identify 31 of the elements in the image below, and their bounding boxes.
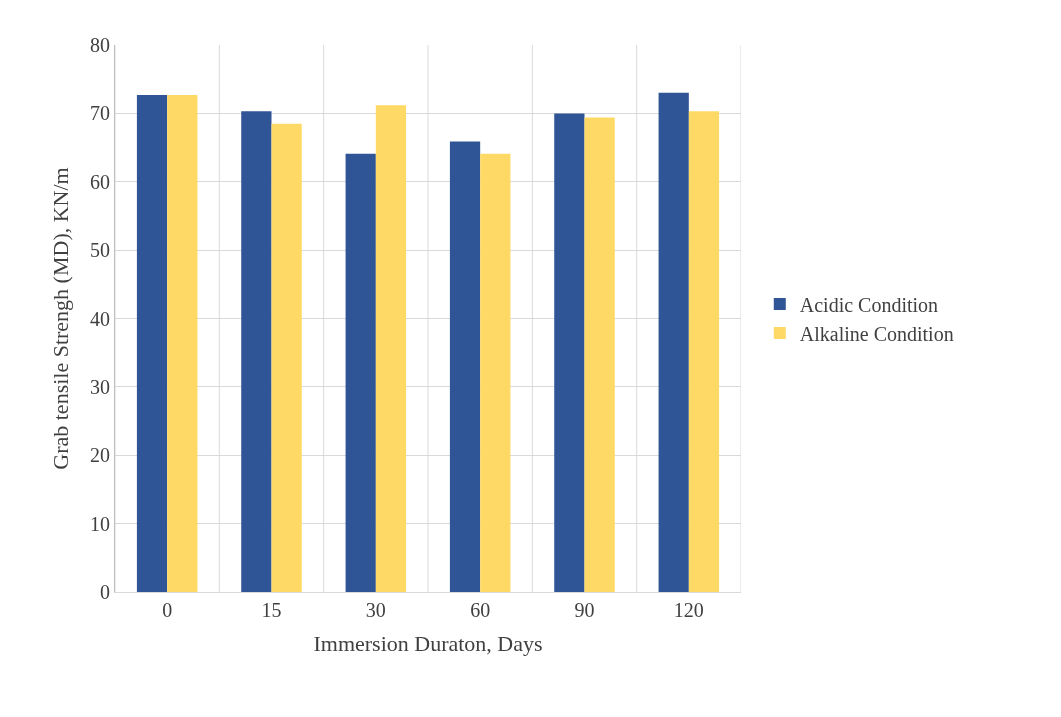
bar [136,94,168,592]
y-tick-label: 40 [90,307,110,330]
y-tick-label: 60 [90,170,110,193]
bar [375,105,407,592]
legend-label: Alkaline Condition [799,322,954,345]
bar [167,94,198,592]
bar [554,113,585,592]
x-tick-label: 15 [261,599,282,621]
y-tick-label: 30 [90,375,110,398]
y-tick-label: 20 [90,444,110,467]
y-tick-label: 0 [100,581,110,603]
y-axis-title: Grab tensile Strengh (MD), KN/m [47,167,73,470]
bar [449,141,481,592]
y-tick-label: 80 [90,34,110,56]
y-tick-label: 10 [90,512,110,535]
bar [658,92,689,592]
x-tick-label: 90 [574,599,595,621]
y-tick-label: 50 [90,239,110,262]
x-tick-label: 30 [365,599,386,621]
x-tick-label: 120 [673,599,704,621]
bar [345,153,376,592]
y-tick-label: 70 [90,102,110,125]
bar [241,111,272,592]
legend-label: Acidic Condition [799,293,939,316]
bar [480,153,511,592]
x-tick-label: 60 [470,599,491,621]
x-tick-label: 0 [162,599,173,621]
bar [584,117,615,592]
bar [688,111,720,592]
bar [271,123,302,592]
x-axis-title: Immersion Duraton, Days [313,630,543,656]
